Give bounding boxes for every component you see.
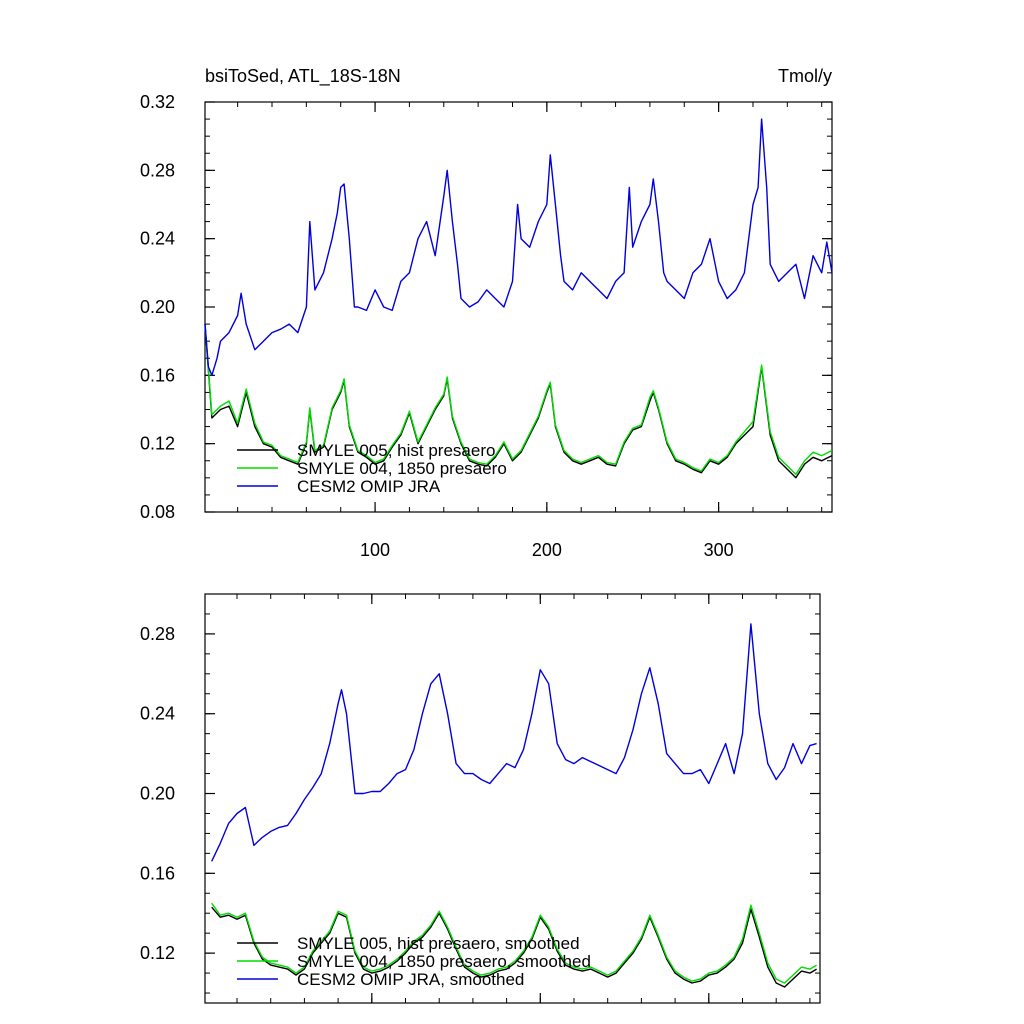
- series-line-2-2: [211, 902, 817, 984]
- y-tick-label: 0.12: [140, 943, 175, 963]
- series-line-2-1: [211, 906, 817, 988]
- y-tick-label: 0.28: [140, 160, 175, 180]
- x-tick-label: 300: [704, 540, 734, 560]
- y-tick-label: 0.16: [140, 365, 175, 385]
- legend-label: SMYLE 004, 1850 presaero, smoothed: [297, 952, 591, 971]
- y-tick-label: 0.20: [140, 297, 175, 317]
- y-tick-label: 0.24: [140, 704, 175, 724]
- plot-frame-2: [204, 593, 821, 1004]
- y-tick-label: 0.08: [140, 502, 175, 522]
- x-tick-label: 100: [360, 540, 390, 560]
- y-tick-label: 0.12: [140, 434, 175, 454]
- units-label: Tmol/y: [778, 66, 832, 86]
- legend-label: CESM2 OMIP JRA: [297, 477, 441, 496]
- legend-label: SMYLE 004, 1850 presaero: [297, 459, 507, 478]
- legend-label: SMYLE 005, hist presaero, smoothed: [297, 934, 580, 953]
- series-line-1-3: [204, 118, 833, 376]
- series-line-1-2: [204, 324, 833, 476]
- y-tick-label: 0.20: [140, 784, 175, 804]
- legend-label: CESM2 OMIP JRA, smoothed: [297, 970, 524, 989]
- chart-title: bsiToSed, ATL_18S-18N: [205, 66, 401, 87]
- legend-label: SMYLE 005, hist presaero: [297, 441, 495, 460]
- y-tick-label: 0.32: [140, 92, 175, 112]
- y-tick-label: 0.24: [140, 229, 175, 249]
- x-tick-label: 200: [532, 540, 562, 560]
- y-tick-label: 0.16: [140, 863, 175, 883]
- y-tick-label: 0.28: [140, 624, 175, 644]
- series-line-2-3: [211, 623, 817, 862]
